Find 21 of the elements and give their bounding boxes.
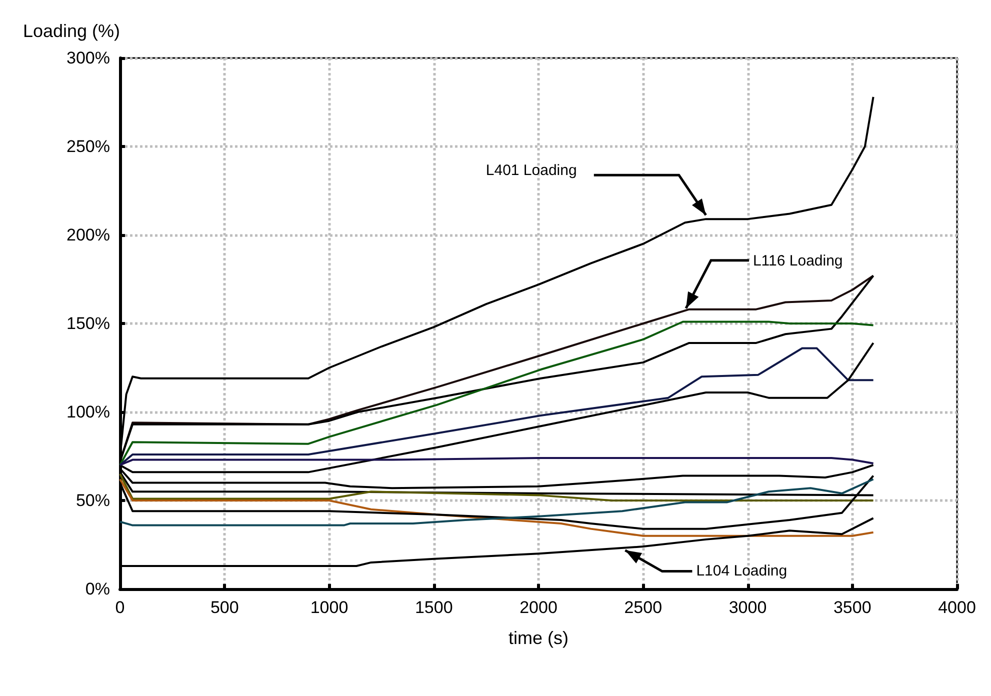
x-tick-label: 2500 — [624, 598, 662, 617]
x-tick-label: 2000 — [520, 598, 558, 617]
annotation: L116 Loading — [752, 252, 843, 270]
y-tick-label: 0% — [85, 580, 110, 598]
y-axis-title: Loading (%) — [22, 21, 120, 41]
x-tick-label: 0 — [115, 598, 125, 617]
y-tick-label: 150% — [66, 314, 110, 333]
x-tick-label: 1000 — [310, 598, 348, 617]
x-axis-title: time (s) — [508, 628, 568, 648]
x-tick-label: 3000 — [728, 598, 767, 617]
y-tick-label: 100% — [66, 402, 110, 422]
y-tick-label: 200% — [66, 226, 110, 244]
x-tick-label: 1500 — [414, 598, 453, 617]
annotation: L401 Loading — [486, 162, 577, 180]
annotation: L104 Loading — [696, 562, 788, 580]
x-tick-label: 3500 — [833, 598, 872, 617]
y-tick-label: 300% — [66, 48, 110, 68]
x-tick-label: 500 — [210, 598, 239, 617]
x-tick-label: 4000 — [938, 598, 976, 617]
y-tick-label: 50% — [76, 491, 110, 510]
y-tick-label: 250% — [66, 137, 110, 156]
